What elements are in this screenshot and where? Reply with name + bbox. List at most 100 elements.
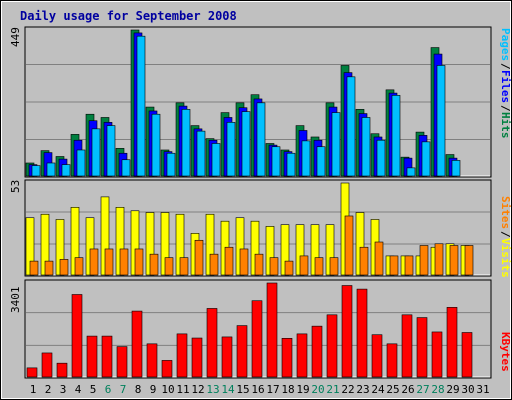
kbytes-bar [251, 300, 263, 378]
day-label: 9 [150, 383, 157, 396]
sites-bar [344, 215, 354, 276]
sites-bar [254, 253, 264, 276]
sites-bar [284, 260, 294, 276]
sites-bar [164, 257, 174, 276]
panel-visits-sites [24, 179, 492, 277]
day-label: 28 [431, 383, 444, 396]
pages-bar [121, 159, 131, 177]
kbytes-bar [446, 307, 458, 378]
day-label: 31 [476, 383, 489, 396]
day-label: 20 [311, 383, 324, 396]
day-label: 14 [221, 383, 235, 396]
kbytes-bar [161, 360, 173, 378]
day-label: 22 [341, 383, 354, 396]
pages-bar [106, 125, 116, 177]
pages-bar [196, 130, 206, 177]
day-label: 24 [371, 383, 385, 396]
sites-bar [74, 257, 84, 276]
sites-bar [194, 239, 204, 276]
day-label: 12 [191, 383, 204, 396]
sites-bar [389, 255, 399, 276]
sites-bar [299, 255, 309, 276]
kbytes-bar [326, 314, 338, 378]
pages-bar [181, 109, 191, 177]
kbytes-bar [71, 294, 83, 378]
day-label: 6 [105, 383, 112, 396]
day-label: 23 [356, 383, 369, 396]
kbytes-bar [401, 314, 413, 378]
day-label: 2 [45, 383, 52, 396]
kbytes-bar [266, 282, 278, 378]
pages-bar [271, 146, 281, 177]
kbytes-bar [371, 334, 383, 378]
kbytes-bar [41, 352, 53, 378]
pages-bar [76, 149, 86, 177]
sites-bar [359, 246, 369, 276]
sites-bar [329, 257, 339, 276]
legend-kbytes-group: KBytes [499, 332, 512, 372]
kbytes-bar [356, 288, 368, 378]
legend-files: Files [499, 70, 512, 103]
sites-bar [59, 259, 69, 276]
sites-bar [224, 246, 234, 276]
day-label: 5 [90, 383, 97, 396]
day-label: 27 [416, 383, 429, 396]
pages-bar [421, 141, 431, 177]
kbytes-bar [191, 337, 203, 378]
kbytes-bar [146, 343, 158, 378]
y-max-label-kbytes: 3401 [9, 287, 22, 314]
day-label: 11 [176, 383, 189, 396]
kbytes-bar [431, 331, 443, 378]
pages-bar [151, 113, 161, 177]
day-label: 25 [386, 383, 399, 396]
kbytes-bar [221, 336, 233, 378]
day-label: 13 [206, 383, 219, 396]
day-label: 26 [401, 383, 414, 396]
kbytes-bar [131, 310, 143, 378]
day-label: 10 [161, 383, 174, 396]
sites-bar [89, 248, 99, 276]
kbytes-bar [101, 335, 113, 378]
sites-bar [134, 248, 144, 276]
y-max-label-visits: 53 [9, 180, 22, 193]
sites-bar [29, 260, 39, 276]
day-label: 3 [60, 383, 67, 396]
kbytes-bar [281, 338, 293, 378]
legend-visits: Visits [499, 238, 512, 278]
day-label: 30 [461, 383, 474, 396]
legend-slash: / [499, 105, 512, 112]
pages-bar [376, 139, 386, 177]
chart-title: Daily usage for September 2008 [20, 9, 237, 23]
pages-bar [361, 117, 371, 177]
legend-slash: / [499, 231, 512, 238]
pages-bar [166, 152, 176, 177]
pages-bar [301, 140, 311, 177]
pages-bar [451, 160, 461, 177]
pages-bar [46, 162, 56, 177]
legend-kbytes: KBytes [499, 332, 512, 372]
pages-bar [346, 76, 356, 177]
sites-bar [464, 245, 474, 276]
sites-bar [434, 243, 444, 276]
panel-hits-files-pages [24, 26, 492, 178]
kbytes-bar [296, 333, 308, 378]
day-label: 7 [120, 383, 127, 396]
day-label: 16 [251, 383, 264, 396]
sites-bar [44, 260, 54, 276]
pages-bar [91, 128, 101, 177]
pages-bar [211, 143, 221, 177]
sites-bar [239, 248, 249, 276]
x-axis-day-labels: 1 2 3 4 5 6 7 8 9 10 11 12 13 14 15 16 17 18 19 20 21 22 23 24 2… [30, 383, 490, 396]
legend-visits-sites: Sites / Visits [499, 196, 512, 278]
sites-bar [419, 245, 429, 276]
sites-bar [119, 248, 129, 276]
day-label: 18 [281, 383, 294, 396]
kbytes-bar [341, 285, 353, 378]
sites-bar [314, 257, 324, 276]
day-label: 29 [446, 383, 459, 396]
pages-bar [61, 164, 71, 177]
pages-bar [241, 111, 251, 177]
sites-bar [404, 255, 414, 276]
